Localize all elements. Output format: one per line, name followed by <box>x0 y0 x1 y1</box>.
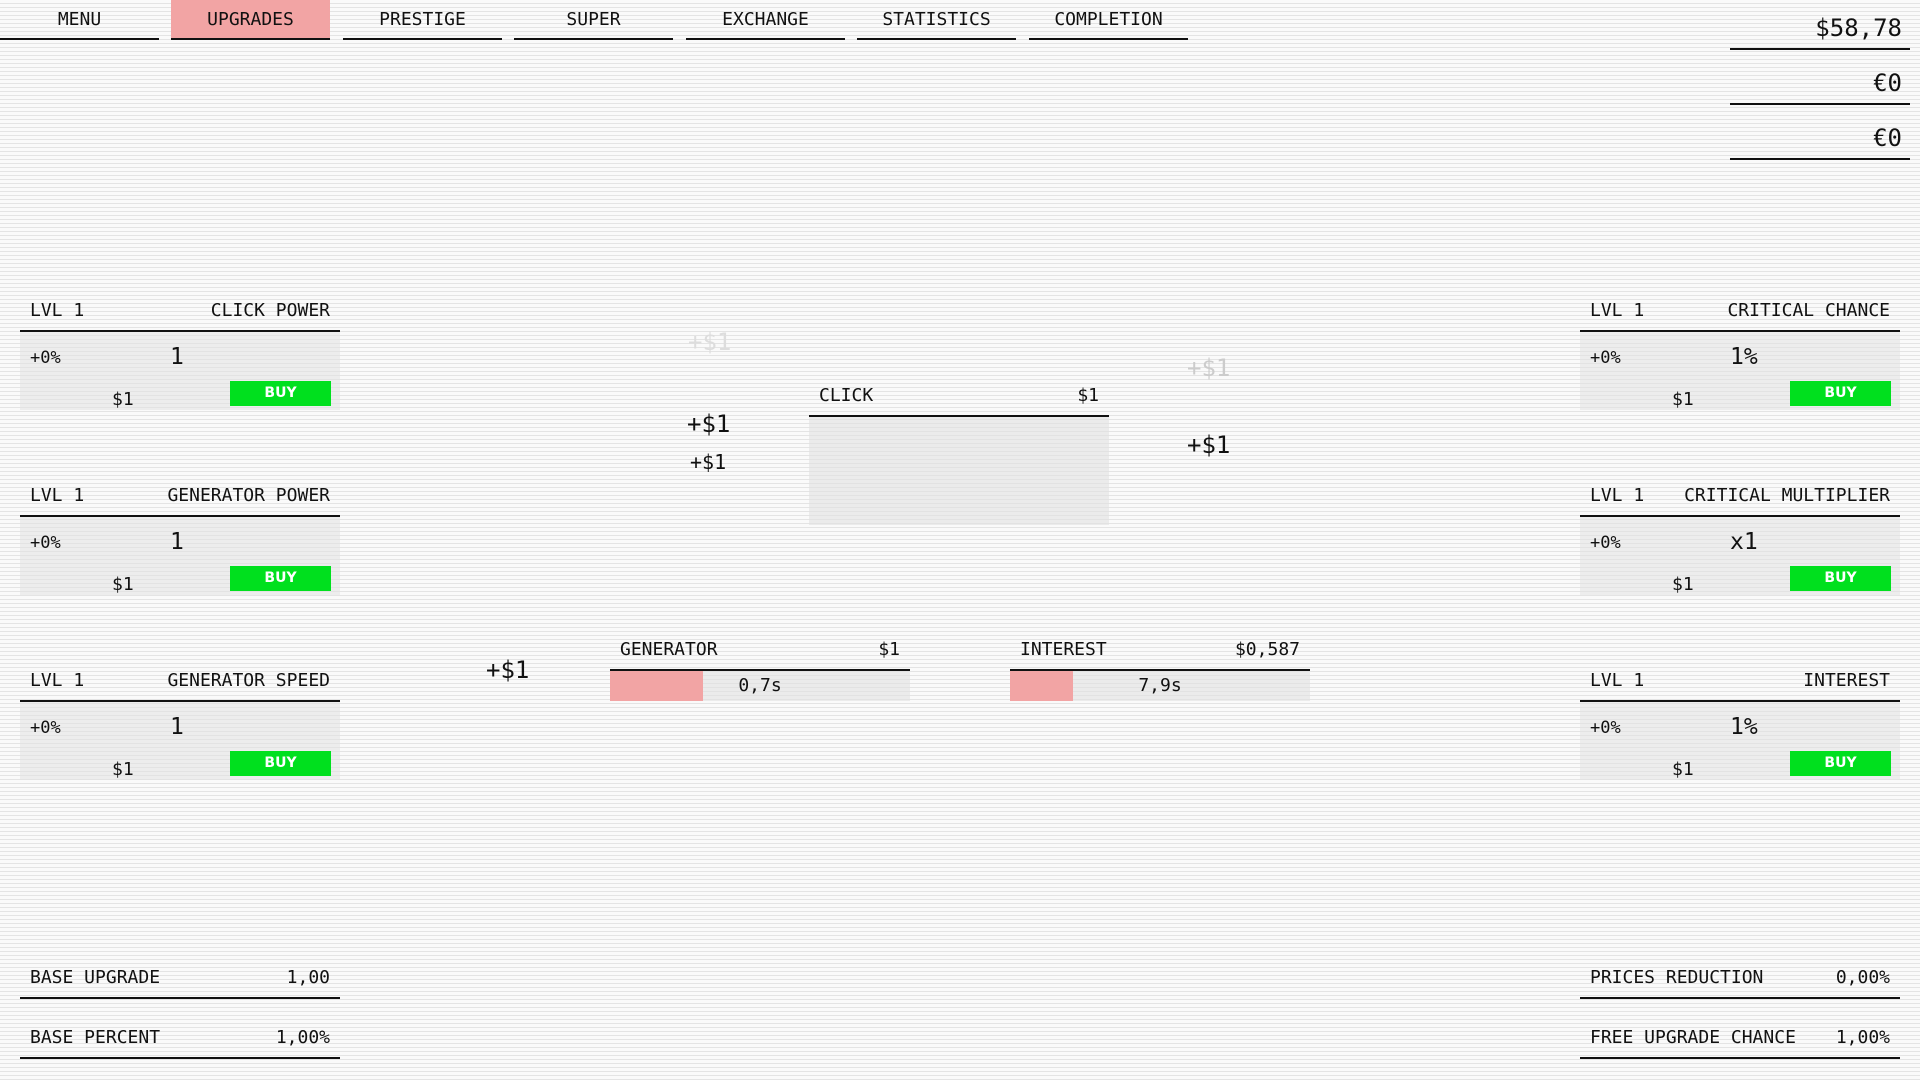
interest-progress-fill <box>1010 671 1073 701</box>
upgrade-level: LVL 1 <box>30 299 85 321</box>
generator-amount: $1 <box>878 638 900 660</box>
upgrade-percent: +0% <box>1590 718 1621 738</box>
upgrade-level: LVL 1 <box>30 484 85 506</box>
tab-exchange[interactable]: EXCHANGE <box>686 0 845 40</box>
upgrade-interest: LVL 1 INTEREST +0% 1% $1 BUY <box>1580 660 1900 780</box>
upgrade-price: $1 <box>112 574 134 595</box>
click-amount: $1 <box>1077 384 1099 406</box>
floating-gain: +$1 <box>688 328 732 356</box>
upgrade-name: INTEREST <box>1803 669 1890 691</box>
upgrade-percent: +0% <box>30 348 61 368</box>
stat-base-percent: BASE PERCENT 1,00% <box>20 1017 340 1059</box>
euro-balance: €0 <box>1730 63 1910 105</box>
upgrade-value: x1 <box>1730 529 1758 555</box>
tab-completion[interactable]: COMPLETION <box>1029 0 1188 40</box>
upgrade-price: $1 <box>112 759 134 780</box>
stat-label: BASE UPGRADE <box>30 966 161 988</box>
generator: GENERATOR $1 0,7s <box>610 629 910 701</box>
stat-value: 1,00% <box>1835 1026 1890 1048</box>
upgrade-name: GENERATOR POWER <box>167 484 330 506</box>
upgrade-percent: +0% <box>1590 533 1621 553</box>
upgrade-value: 1% <box>1730 344 1758 370</box>
money-balance: $58,78 <box>1730 8 1910 50</box>
interest-time: 7,9s <box>1138 675 1182 696</box>
stat-base-upgrade: BASE UPGRADE 1,00 <box>20 957 340 999</box>
click-area[interactable]: CLICK $1 <box>809 375 1109 525</box>
upgrade-critical-chance: LVL 1 CRITICAL CHANCE +0% 1% $1 BUY <box>1580 290 1900 410</box>
upgrade-value: 1% <box>1730 714 1758 740</box>
upgrade-level: LVL 1 <box>30 669 85 691</box>
upgrade-value: 1 <box>170 344 184 370</box>
upgrade-value: 1 <box>170 529 184 555</box>
upgrade-price: $1 <box>1672 574 1694 595</box>
stat-label: PRICES REDUCTION <box>1590 966 1764 988</box>
interest-amount: $0,587 <box>1234 638 1300 660</box>
upgrade-name: CRITICAL MULTIPLIER <box>1684 484 1890 506</box>
upgrade-name: CRITICAL CHANCE <box>1727 299 1890 321</box>
generator-label: GENERATOR <box>620 638 718 660</box>
stat-label: FREE UPGRADE CHANCE <box>1590 1026 1796 1048</box>
click-label: CLICK <box>819 384 874 406</box>
generator-progress: 0,7s <box>610 671 910 701</box>
tab-prestige[interactable]: PRESTIGE <box>343 0 502 40</box>
upgrade-price: $1 <box>1672 389 1694 410</box>
buy-button[interactable]: BUY <box>1790 566 1891 591</box>
stat-label: BASE PERCENT <box>30 1026 161 1048</box>
upgrade-generator-power: LVL 1 GENERATOR POWER +0% 1 $1 BUY <box>20 475 340 595</box>
upgrade-name: GENERATOR SPEED <box>167 669 330 691</box>
floating-gain: +$1 <box>690 450 727 474</box>
upgrade-name: CLICK POWER <box>210 299 330 321</box>
upgrade-level: LVL 1 <box>1590 299 1645 321</box>
upgrade-price: $1 <box>1672 759 1694 780</box>
upgrade-critical-multiplier: LVL 1 CRITICAL MULTIPLIER +0% x1 $1 BUY <box>1580 475 1900 595</box>
stat-free-upgrade-chance: FREE UPGRADE CHANCE 1,00% <box>1580 1017 1900 1059</box>
upgrade-percent: +0% <box>1590 348 1621 368</box>
upgrade-generator-speed: LVL 1 GENERATOR SPEED +0% 1 $1 BUY <box>20 660 340 780</box>
generator-progress-fill <box>610 671 703 701</box>
stat-prices-reduction: PRICES REDUCTION 0,00% <box>1580 957 1900 999</box>
buy-button[interactable]: BUY <box>230 566 331 591</box>
buy-button[interactable]: BUY <box>230 381 331 406</box>
upgrade-price: $1 <box>112 389 134 410</box>
upgrade-click-power: LVL 1 CLICK POWER +0% 1 $1 BUY <box>20 290 340 410</box>
tab-menu[interactable]: MENU <box>0 0 159 40</box>
stat-value: 0,00% <box>1835 966 1890 988</box>
upgrade-percent: +0% <box>30 533 61 553</box>
upgrade-percent: +0% <box>30 718 61 738</box>
floating-gain: +$1 <box>486 656 530 684</box>
interest: INTEREST $0,587 7,9s <box>1010 629 1310 701</box>
stat-value: 1,00 <box>286 966 330 988</box>
generator-time: 0,7s <box>738 675 782 696</box>
buy-button[interactable]: BUY <box>1790 751 1891 776</box>
floating-gain: +$1 <box>687 410 731 438</box>
upgrade-level: LVL 1 <box>1590 484 1645 506</box>
floating-gain: +$1 <box>1187 431 1231 459</box>
tab-statistics[interactable]: STATISTICS <box>857 0 1016 40</box>
upgrade-level: LVL 1 <box>1590 669 1645 691</box>
buy-button[interactable]: BUY <box>230 751 331 776</box>
upgrade-value: 1 <box>170 714 184 740</box>
tab-upgrades[interactable]: UPGRADES <box>171 0 330 40</box>
click-button[interactable] <box>809 417 1109 525</box>
interest-label: INTEREST <box>1020 638 1107 660</box>
buy-button[interactable]: BUY <box>1790 381 1891 406</box>
floating-gain: +$1 <box>1187 354 1231 382</box>
euro-balance-2: €0 <box>1730 118 1910 160</box>
stat-value: 1,00% <box>275 1026 330 1048</box>
interest-progress: 7,9s <box>1010 671 1310 701</box>
tab-super[interactable]: SUPER <box>514 0 673 40</box>
